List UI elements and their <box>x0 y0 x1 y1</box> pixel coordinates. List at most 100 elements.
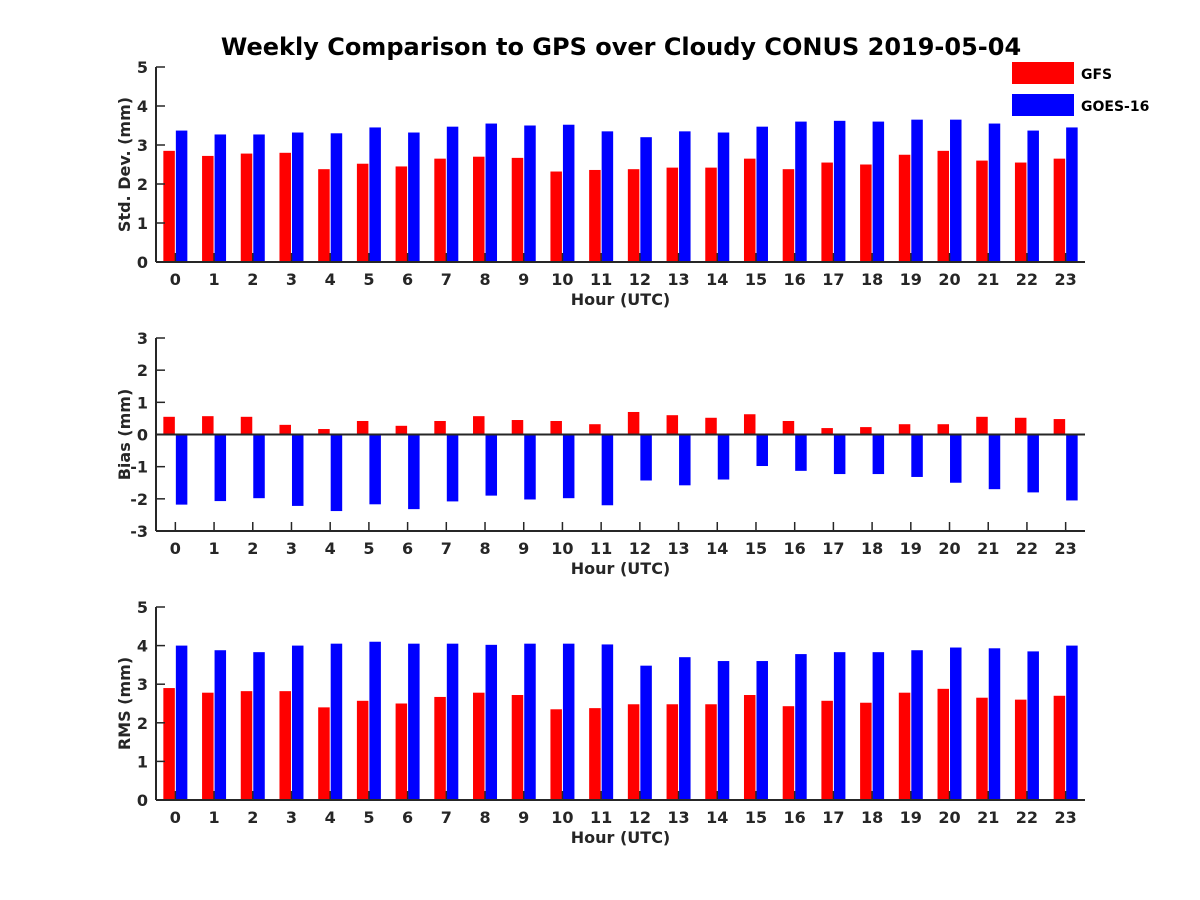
bar-gfs-hour-22 <box>1014 162 1027 262</box>
bar-goes16-hour-20 <box>950 647 962 800</box>
bar-gfs-hour-23 <box>1053 158 1066 262</box>
x-tick-label: 19 <box>900 539 922 558</box>
bar-goes16-hour-1 <box>214 650 227 800</box>
bar-goes16-hour-19 <box>911 650 923 800</box>
bar-goes16-hour-7 <box>446 643 459 800</box>
bar-goes16-hour-8 <box>485 123 498 262</box>
bar-goes16-hour-18 <box>872 652 885 800</box>
x-tick-label: 4 <box>325 270 336 289</box>
x-tick-label: 18 <box>861 808 883 827</box>
bar-goes16-hour-4 <box>330 434 343 512</box>
bar-goes16-hour-16 <box>795 654 807 800</box>
x-axis-label: Hour (UTC) <box>571 559 671 578</box>
bar-gfs-hour-12 <box>627 704 640 800</box>
y-tick-label: 3 <box>137 136 148 155</box>
bar-gfs-hour-4 <box>318 429 330 435</box>
bar-goes16-hour-18 <box>872 121 885 262</box>
x-tick-label: 21 <box>977 270 999 289</box>
bar-gfs-hour-20 <box>937 424 950 435</box>
bar-gfs-hour-6 <box>395 425 408 435</box>
bar-gfs-hour-18 <box>860 702 872 800</box>
bar-goes16-hour-16 <box>795 434 807 471</box>
x-tick-label: 1 <box>208 539 219 558</box>
bar-gfs-hour-5 <box>356 420 369 435</box>
x-tick-label: 23 <box>1055 270 1077 289</box>
x-tick-label: 13 <box>667 808 689 827</box>
bar-goes16-hour-12 <box>640 665 652 800</box>
bar-goes16-hour-11 <box>601 131 614 262</box>
bar-gfs-hour-19 <box>898 154 911 262</box>
bar-goes16-hour-14 <box>717 661 730 800</box>
x-tick-label: 0 <box>170 539 181 558</box>
bar-gfs-hour-9 <box>511 695 524 800</box>
x-tick-label: 7 <box>441 539 452 558</box>
bar-goes16-hour-10 <box>562 434 575 499</box>
legend-label-gfs: GFS <box>1081 67 1112 83</box>
bar-gfs-hour-10 <box>550 420 562 435</box>
bar-goes16-hour-13 <box>679 131 691 262</box>
x-tick-label: 6 <box>402 539 413 558</box>
bar-goes16-hour-21 <box>988 123 1001 262</box>
bar-goes16-hour-14 <box>717 434 730 480</box>
bar-goes16-hour-23 <box>1066 127 1078 262</box>
y-tick-label: -1 <box>130 458 148 477</box>
bar-gfs-hour-20 <box>937 150 950 262</box>
x-tick-label: 20 <box>938 270 960 289</box>
bar-gfs-hour-10 <box>550 709 562 800</box>
bar-goes16-hour-9 <box>524 643 536 800</box>
x-tick-label: 9 <box>518 808 529 827</box>
y-tick-label: 0 <box>137 253 148 272</box>
bar-goes16-hour-21 <box>988 648 1001 800</box>
bar-gfs-hour-22 <box>1014 699 1027 800</box>
y-tick-label: 2 <box>137 175 148 194</box>
bar-gfs-hour-7 <box>434 158 446 262</box>
x-tick-label: 23 <box>1055 539 1077 558</box>
bar-gfs-hour-14 <box>705 167 717 262</box>
bar-goes16-hour-2 <box>253 134 265 262</box>
bar-goes16-hour-0 <box>175 645 188 800</box>
x-tick-label: 12 <box>629 808 651 827</box>
bar-goes16-hour-16 <box>795 121 807 262</box>
bar-goes16-hour-22 <box>1027 130 1039 262</box>
bar-goes16-hour-1 <box>214 134 227 262</box>
x-tick-label: 6 <box>402 808 413 827</box>
bar-gfs-hour-21 <box>976 697 988 800</box>
x-tick-label: 16 <box>784 270 806 289</box>
bar-gfs-hour-5 <box>356 163 369 262</box>
x-tick-label: 14 <box>706 270 728 289</box>
x-tick-label: 4 <box>325 539 336 558</box>
x-tick-label: 3 <box>286 808 297 827</box>
bar-gfs-hour-12 <box>627 411 640 435</box>
bar-goes16-hour-0 <box>175 434 188 505</box>
x-tick-label: 14 <box>706 539 728 558</box>
bar-gfs-hour-3 <box>279 691 291 800</box>
bar-gfs-hour-11 <box>589 708 601 800</box>
x-tick-label: 8 <box>479 270 490 289</box>
bar-gfs-hour-23 <box>1053 695 1066 800</box>
y-tick-label: -3 <box>130 522 148 541</box>
legend: GFS GOES-16 <box>1012 62 1149 116</box>
bar-gfs-hour-16 <box>782 420 795 435</box>
bar-gfs-hour-3 <box>279 152 291 262</box>
x-tick-label: 7 <box>441 270 452 289</box>
bar-goes16-hour-3 <box>291 434 304 506</box>
y-tick-label: 5 <box>137 598 148 617</box>
bar-gfs-hour-17 <box>821 428 833 435</box>
bar-gfs-hour-0 <box>163 416 175 435</box>
bar-gfs-hour-21 <box>976 160 988 262</box>
bar-gfs-hour-0 <box>163 150 175 262</box>
bar-gfs-hour-15 <box>743 414 756 435</box>
bar-goes16-hour-6 <box>408 643 420 800</box>
x-tick-label: 22 <box>1016 270 1038 289</box>
bar-gfs-hour-8 <box>473 156 485 262</box>
x-tick-label: 11 <box>590 270 612 289</box>
bar-gfs-hour-8 <box>473 692 485 800</box>
x-tick-label: 17 <box>822 270 844 289</box>
bar-gfs-hour-14 <box>705 417 717 435</box>
y-tick-label: 3 <box>137 675 148 694</box>
bar-gfs-hour-11 <box>589 424 601 435</box>
bar-gfs-hour-1 <box>202 416 214 435</box>
legend-swatch-goes16 <box>1012 94 1074 116</box>
bar-goes16-hour-17 <box>833 434 846 475</box>
